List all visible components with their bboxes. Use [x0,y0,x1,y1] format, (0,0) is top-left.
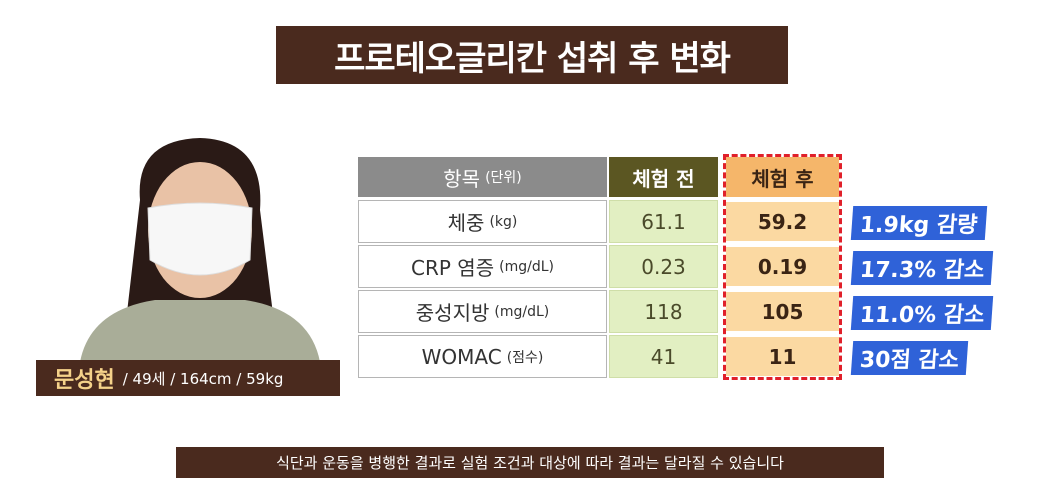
after-cell: 105 [726,292,839,331]
header-item: 항목 [443,166,481,191]
change-text: 30점 감소 [858,348,960,373]
header-after: 체험 후 [751,166,814,191]
person-photo [60,130,330,362]
title: 프로테오글리칸 섭취 후 변화 [276,26,788,84]
before-cell: 0.23 [609,245,718,288]
after-value: 11 [768,344,797,369]
before-value: 41 [650,344,677,369]
item-cell: WOMAC (점수) [358,335,607,378]
after-value: 59.2 [757,209,808,234]
item-unit: (kg) [489,213,518,230]
person-details: / 49세 / 164cm / 59kg [122,369,284,388]
change-label: 17.3% 감소 [850,251,994,285]
item-name: CRP 염증 [411,256,495,280]
header-unit: (단위) [485,170,522,186]
item-name: 중성지방 [415,301,490,325]
before-value: 118 [644,299,683,324]
change-text: 11.0% 감소 [858,303,986,328]
change-label: 11.0% 감소 [850,296,994,330]
header-cell: 체험 전 [609,157,718,197]
item-name: 체중 [447,211,485,235]
item-cell: 체중 (kg) [358,200,607,243]
before-cell: 61.1 [609,200,718,243]
highlight-border [723,154,842,380]
disclaimer: 식단과 운동을 병행한 결과로 실험 조건과 대상에 따라 결과는 달라질 수 … [176,447,884,478]
change-text: 17.3% 감소 [858,258,986,283]
before-value: 0.23 [641,254,686,279]
before-value: 61.1 [641,209,686,234]
item-cell: 중성지방 (mg/dL) [358,290,607,333]
before-cell: 118 [609,290,718,333]
after-value: 0.19 [757,254,808,279]
item-name: WOMAC [421,344,502,369]
before-cell: 41 [609,335,718,378]
item-unit: (mg/dL) [499,258,554,275]
change-label: 30점 감소 [850,341,969,375]
after-cell: 11 [726,337,839,376]
after-value: 105 [761,299,804,324]
item-unit: (점수) [506,349,544,366]
nameplate: 문성현 / 49세 / 164cm / 59kg [36,360,340,396]
item-cell: CRP 염증 (mg/dL) [358,245,607,288]
header-cell: 체험 후 [726,157,839,197]
person-name: 문성현 [54,368,115,393]
header-cell: 항목 (단위) [358,157,607,197]
after-cell: 59.2 [726,202,839,241]
change-text: 1.9kg 감량 [858,213,979,238]
change-label: 1.9kg 감량 [850,206,987,240]
header-before: 체험 전 [632,166,695,191]
after-cell: 0.19 [726,247,839,286]
item-unit: (mg/dL) [494,303,550,320]
